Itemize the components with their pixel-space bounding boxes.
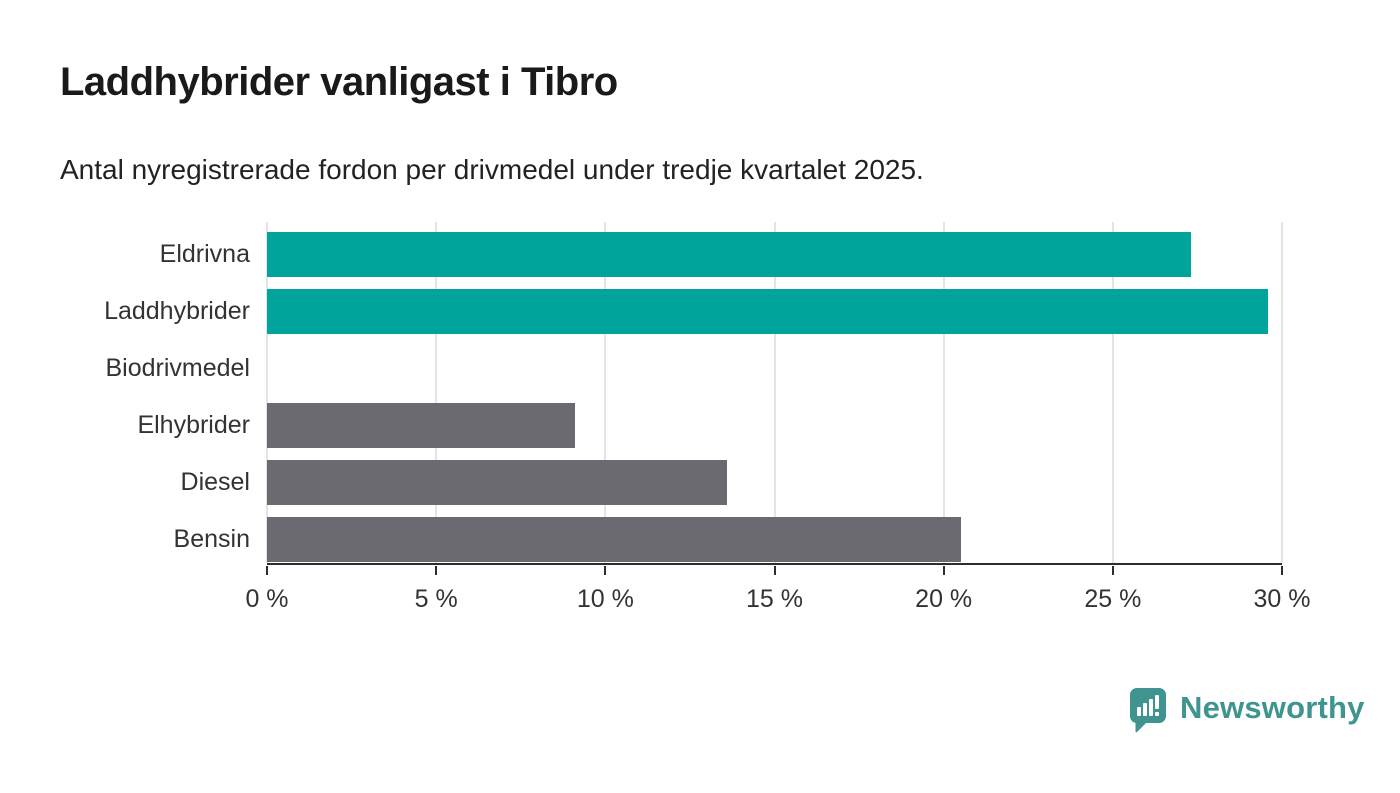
bar-elhybrider [267, 403, 575, 448]
bar-diesel [267, 460, 728, 505]
x-tick-label-0: 0 % [245, 585, 289, 613]
category-label-elhybrider: Elhybrider [137, 411, 250, 439]
x-axis: 0 % 5 % 10 % 15 % 20 % 25 % 30 % [245, 565, 1310, 625]
x-tick-label-25: 25 % [1084, 585, 1142, 613]
gridline-15 [773, 222, 776, 563]
x-tick-15 [773, 566, 776, 575]
chart-subtitle: Antal nyregistrerade fordon per drivmede… [60, 154, 924, 185]
y-axis-category-labels: Eldrivna Laddhybrider Biodrivmedel Elhybrid… [0, 222, 250, 565]
gridline-5 [435, 222, 438, 563]
x-tick-label-20: 20 % [915, 585, 973, 613]
x-tick-0 [266, 566, 268, 575]
category-label-eldrivna: Eldrivna [159, 240, 250, 268]
category-label-bensin: Bensin [173, 525, 250, 553]
bar-bensin [267, 517, 961, 562]
x-tick-10 [604, 566, 607, 575]
gridline-30 [1281, 222, 1283, 563]
x-tick-label-30: 30 % [1253, 585, 1311, 613]
x-tick-25 [1111, 566, 1114, 575]
gridline-25 [1111, 222, 1114, 563]
x-tick-label-5: 5 % [414, 585, 458, 613]
newsworthy-logo-text: Newsworthy [1180, 690, 1365, 725]
bar-chart-speech-bubble-icon [1130, 688, 1166, 733]
category-label-biodrivmedel: Biodrivmedel [105, 354, 250, 382]
x-tick-5 [435, 566, 438, 575]
bar-laddhybrider [267, 289, 1269, 334]
plot-area [266, 222, 1283, 565]
newsworthy-logo: Newsworthy [1130, 688, 1365, 736]
gridline-10 [604, 222, 607, 563]
x-tick-label-15: 15 % [746, 585, 803, 613]
category-label-diesel: Diesel [180, 468, 250, 496]
x-tick-30 [1281, 566, 1283, 575]
category-label-laddhybrider: Laddhybrider [104, 297, 250, 325]
x-tick-20 [942, 566, 945, 575]
gridline-0 [266, 222, 268, 563]
gridline-20 [942, 222, 945, 563]
x-tick-label-10: 10 % [576, 585, 634, 613]
bar-eldrivna [267, 232, 1191, 277]
chart-title: Laddhybrider vanligast i Tibro [60, 60, 618, 104]
